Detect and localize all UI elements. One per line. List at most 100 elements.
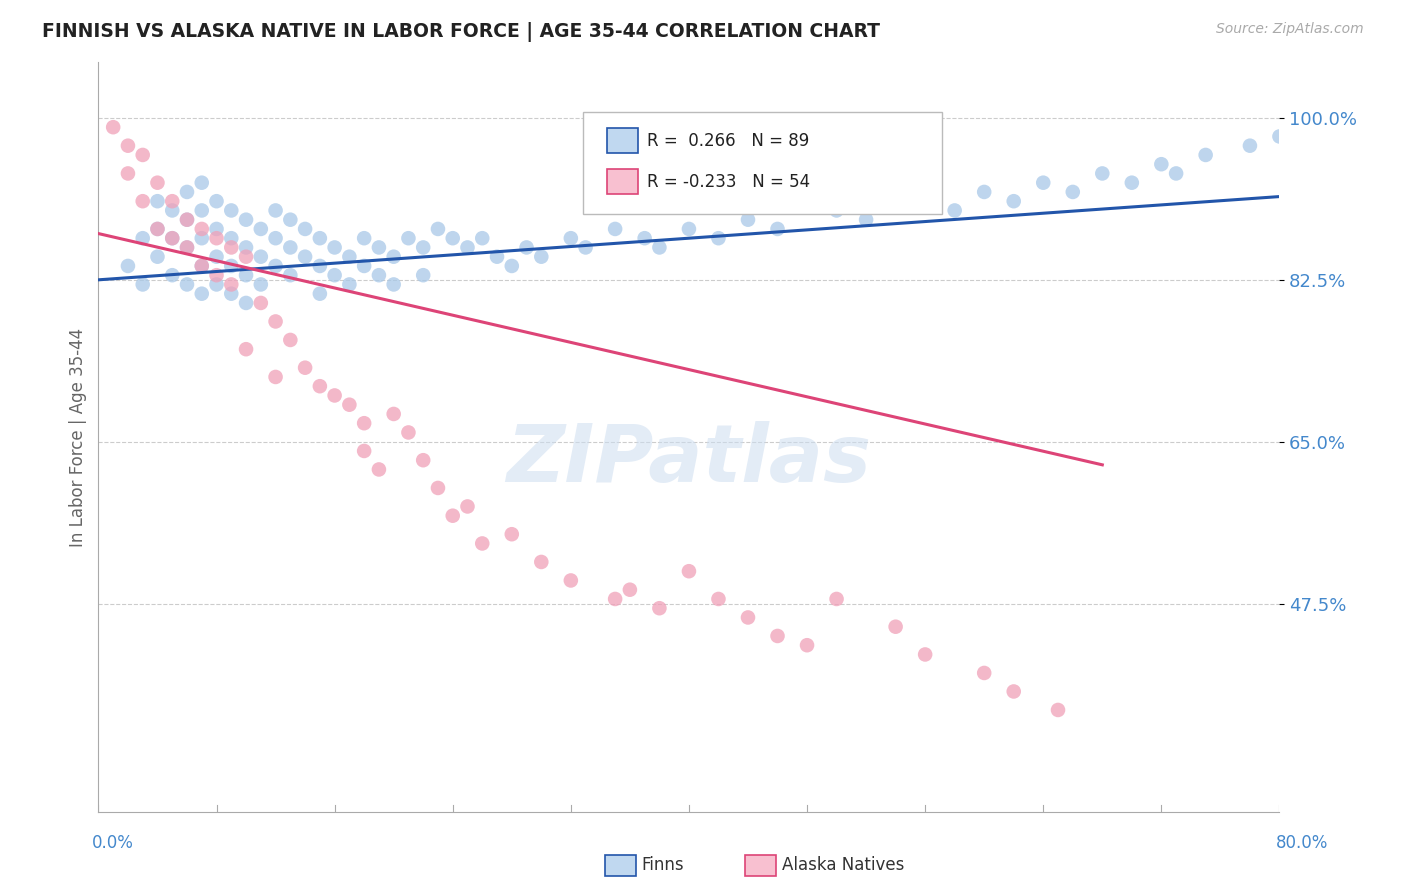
Point <box>648 240 671 254</box>
Point <box>117 138 139 153</box>
Point <box>1002 684 1025 698</box>
Point <box>973 665 995 680</box>
Text: Alaska Natives: Alaska Natives <box>782 856 904 874</box>
Point <box>412 453 434 467</box>
Point <box>382 407 405 421</box>
Point <box>250 222 273 236</box>
Point <box>191 222 214 236</box>
Point <box>176 212 198 227</box>
Point <box>176 240 198 254</box>
Point <box>900 194 922 209</box>
Point <box>162 203 183 218</box>
Point <box>191 259 214 273</box>
Point <box>250 250 273 264</box>
Point <box>235 212 257 227</box>
Point <box>1121 176 1143 190</box>
Point <box>235 250 257 264</box>
Point <box>264 259 287 273</box>
Point <box>264 203 287 218</box>
Y-axis label: In Labor Force | Age 35-44: In Labor Force | Age 35-44 <box>69 327 87 547</box>
Point <box>427 481 450 495</box>
Text: R = -0.233   N = 54: R = -0.233 N = 54 <box>647 173 810 191</box>
Point <box>457 240 479 254</box>
Point <box>191 203 214 218</box>
Point <box>471 231 494 245</box>
Point <box>1268 129 1291 144</box>
Point <box>191 259 214 273</box>
Point <box>294 360 316 375</box>
Point <box>398 231 420 245</box>
Point <box>368 240 391 254</box>
Text: ZIPatlas: ZIPatlas <box>506 420 872 499</box>
Text: Source: ZipAtlas.com: Source: ZipAtlas.com <box>1216 22 1364 37</box>
Point <box>605 591 627 606</box>
Point <box>191 231 214 245</box>
Point <box>560 574 582 588</box>
Point <box>368 462 391 476</box>
Point <box>766 222 789 236</box>
Point <box>678 222 700 236</box>
Point <box>323 388 346 402</box>
Point <box>323 268 346 283</box>
Point <box>235 296 257 310</box>
Point <box>103 120 125 135</box>
Point <box>191 176 214 190</box>
Point <box>825 203 848 218</box>
Point <box>235 342 257 356</box>
Point <box>323 240 346 254</box>
Point <box>501 527 523 541</box>
Point <box>264 370 287 384</box>
Point <box>191 286 214 301</box>
Point <box>560 231 582 245</box>
Text: FINNISH VS ALASKA NATIVE IN LABOR FORCE | AGE 35-44 CORRELATION CHART: FINNISH VS ALASKA NATIVE IN LABOR FORCE … <box>42 22 880 42</box>
Point <box>176 185 198 199</box>
Point <box>221 286 243 301</box>
Point <box>1032 176 1054 190</box>
Point <box>146 176 169 190</box>
Point <box>1239 138 1261 153</box>
Point <box>162 268 183 283</box>
Point <box>530 555 553 569</box>
Point <box>825 591 848 606</box>
Point <box>339 398 361 412</box>
Point <box>309 379 332 393</box>
Point <box>205 222 228 236</box>
Point <box>309 286 332 301</box>
Text: R =  0.266   N = 89: R = 0.266 N = 89 <box>647 132 808 150</box>
Point <box>280 268 302 283</box>
Point <box>398 425 420 440</box>
Point <box>605 222 627 236</box>
Text: Finns: Finns <box>641 856 683 874</box>
Point <box>280 240 302 254</box>
Point <box>280 333 302 347</box>
Point <box>117 259 139 273</box>
Point <box>235 268 257 283</box>
Point <box>221 231 243 245</box>
Point <box>339 250 361 264</box>
Point <box>235 240 257 254</box>
Point <box>250 277 273 292</box>
Point <box>205 194 228 209</box>
Point <box>575 240 598 254</box>
Point <box>412 268 434 283</box>
Point <box>427 222 450 236</box>
Point <box>309 231 332 245</box>
Point <box>353 259 375 273</box>
Point <box>884 620 907 634</box>
Point <box>221 203 243 218</box>
Point <box>176 277 198 292</box>
Point <box>382 277 405 292</box>
Text: 80.0%: 80.0% <box>1277 834 1329 852</box>
Point <box>471 536 494 550</box>
Point <box>146 194 169 209</box>
Point <box>1091 166 1114 180</box>
Point <box>516 240 538 254</box>
Point <box>501 259 523 273</box>
Point <box>707 231 730 245</box>
Point <box>973 185 995 199</box>
Point <box>412 240 434 254</box>
Point <box>796 638 818 652</box>
Point <box>530 250 553 264</box>
Point <box>486 250 509 264</box>
Point <box>648 601 671 615</box>
